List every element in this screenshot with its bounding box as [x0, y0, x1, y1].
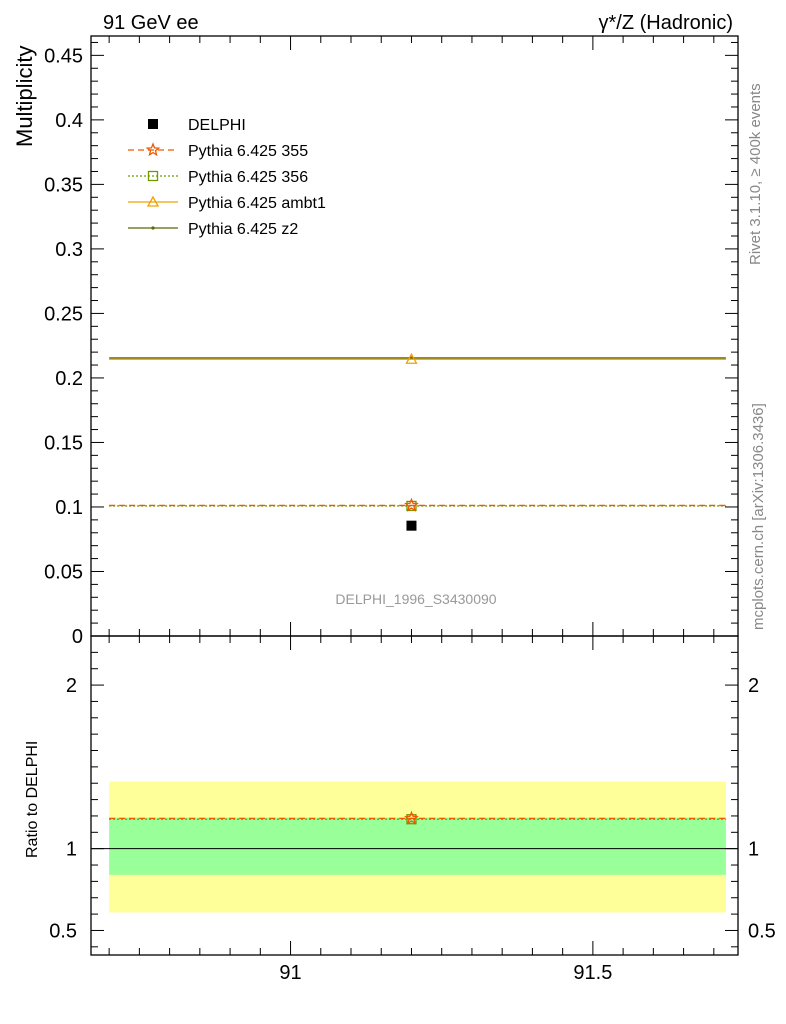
ratio-band-inner [109, 817, 726, 875]
ratio-bands [91, 781, 738, 913]
legend-marker-p356 [147, 170, 159, 182]
top-y-tick-label: 0.15 [44, 432, 83, 454]
main-p356-point [406, 500, 417, 512]
legend-marker-ambt1 [146, 195, 160, 207]
legend-label-delphi: DELPHI [188, 117, 246, 134]
bottom-panel-frame [90, 635, 739, 956]
top-y-tick-label: 0.1 [55, 497, 83, 519]
legend-marker-delphi [148, 119, 158, 129]
bottom-y-tick-label: 2 [66, 675, 77, 697]
top-ylabel: Multiplicity [12, 46, 37, 147]
legend-label-p355: Pythia 6.425 355 [188, 143, 308, 160]
header-left: 91 GeV ee [103, 12, 199, 34]
legend: DELPHI Pythia 6.425 355 Pythia 6.425 356 Py… [128, 117, 326, 238]
legend-label-z2: Pythia 6.425 z2 [188, 221, 298, 238]
x-tick-label: 91 [279, 962, 301, 984]
top-y-tick-label: 0.4 [55, 110, 83, 132]
x-tick-label: 91.5 [573, 962, 612, 984]
top-y-tick-label: 0.3 [55, 239, 83, 261]
bottom-y-tick-label-right: 2 [748, 675, 759, 697]
top-y-tick-label: 0.2 [55, 368, 83, 390]
legend-marker-p355 [145, 142, 161, 157]
legend-label-ambt1: Pythia 6.425 ambt1 [188, 195, 326, 212]
main-p355-point [404, 497, 419, 512]
bottom-y-tick-label-right: 1 [748, 839, 759, 861]
header-right: γ*/Z (Hadronic) [599, 12, 733, 34]
bottom-y-tick-label: 0.5 [49, 920, 77, 942]
main-ambt1-point [405, 352, 418, 364]
mcplots-label: mcplots.cern.ch [arXiv:1306.3436] [750, 403, 767, 630]
rivet-label: Rivet 3.1.10, ≥ 400k events [747, 83, 764, 265]
main-delphi-point [406, 520, 417, 531]
legend-label-p356: Pythia 6.425 356 [188, 169, 308, 186]
top-y-tick-label: 0.45 [44, 45, 83, 67]
bottom-y-tick-label-right: 0.5 [748, 920, 776, 942]
watermark-label: DELPHI_1996_S3430090 [335, 591, 496, 607]
top-y-tick-label: 0.05 [44, 561, 83, 583]
top-y-tick-label: 0.35 [44, 174, 83, 196]
legend-marker-z2 [151, 226, 155, 230]
ratio-p355-point [404, 810, 419, 825]
top-y-tick-label: 0 [72, 626, 83, 648]
axis-ticks: 0 0.05 0.1 0.15 0.2 0.25 0.3 0.35 0.4 0.45 91 91.5 0… [44, 36, 776, 984]
bottom-y-tick-label: 1 [66, 839, 77, 861]
ratio-p356-point [406, 814, 417, 825]
bottom-ylabel: Ratio to DELPHI [24, 741, 41, 858]
ratio-series [109, 810, 726, 825]
main-series [109, 352, 726, 531]
top-y-tick-label: 0.25 [44, 303, 83, 325]
